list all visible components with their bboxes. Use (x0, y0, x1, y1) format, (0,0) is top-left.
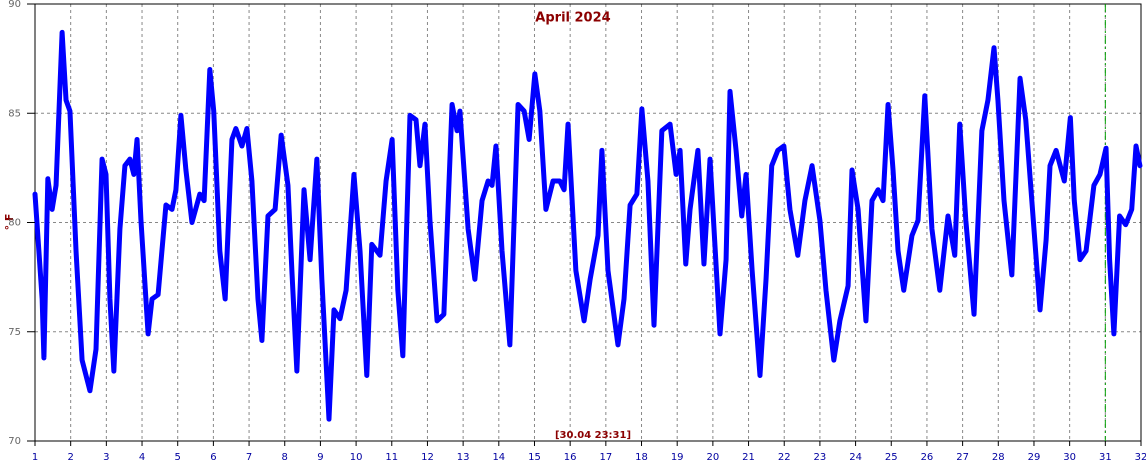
temperature-line (32, 29, 1143, 422)
chart-title: April 2024 (535, 11, 610, 26)
x-tick-label: 12 (421, 452, 434, 463)
x-tick-label: 26 (921, 452, 934, 463)
x-tick-label: 10 (350, 452, 363, 463)
x-tick-label: 3 (103, 452, 109, 463)
x-tick-label: 17 (599, 452, 612, 463)
x-tick-label: 28 (992, 452, 1005, 463)
x-tick-label: 29 (1028, 452, 1041, 463)
annotation: [30.04 23:31] (555, 430, 631, 441)
x-tick-label: 9 (317, 452, 323, 463)
x-tick-label: 1 (32, 452, 38, 463)
y-tick-label: 85 (8, 108, 21, 119)
x-tick-label: 31 (1099, 452, 1112, 463)
x-tick-label: 4 (139, 452, 145, 463)
x-tick-label: 21 (742, 452, 755, 463)
x-tick-label: 25 (885, 452, 898, 463)
x-tick-label: 7 (246, 452, 252, 463)
x-tick-label: 2 (67, 452, 73, 463)
x-tick-label: 18 (635, 452, 648, 463)
x-tick-label: 22 (778, 452, 791, 463)
x-tick-label: 27 (956, 452, 969, 463)
y-tick-label: 70 (8, 436, 21, 447)
y-tick-label: 90 (8, 0, 21, 10)
y-axis-label: ° F (3, 214, 16, 231)
x-tick-label: 19 (671, 452, 684, 463)
x-tick-label: 30 (1063, 452, 1076, 463)
y-tick-label: 80 (8, 218, 21, 229)
y-tick-label: 75 (8, 327, 21, 338)
x-tick-label: 11 (385, 452, 398, 463)
x-tick-label: 16 (564, 452, 577, 463)
x-tick-label: 24 (849, 452, 862, 463)
x-tick-label: 5 (175, 452, 181, 463)
x-tick-label: 8 (282, 452, 288, 463)
x-tick-label: 20 (707, 452, 720, 463)
x-tick-label: 14 (492, 452, 505, 463)
x-tick-label: 13 (457, 452, 470, 463)
x-tick-label: 15 (528, 452, 541, 463)
x-tick-label: 6 (210, 452, 216, 463)
x-tick-label: 32 (1135, 452, 1146, 463)
x-tick-label: 23 (814, 452, 827, 463)
